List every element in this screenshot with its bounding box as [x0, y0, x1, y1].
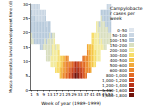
svg-text:1: 1	[30, 92, 33, 97]
svg-text:9: 9	[42, 92, 45, 97]
svg-text:10: 10	[23, 59, 29, 64]
svg-text:20: 20	[23, 30, 29, 35]
svg-text:41: 41	[90, 92, 96, 97]
svg-text:21: 21	[59, 92, 65, 97]
svg-text:25: 25	[23, 16, 29, 21]
svg-text:Week of year (1989–1999): Week of year (1989–1999)	[41, 101, 101, 106]
svg-text:33: 33	[78, 92, 84, 97]
svg-text:30: 30	[23, 2, 29, 7]
svg-text:5: 5	[36, 92, 39, 97]
svg-text:0: 0	[25, 88, 28, 93]
svg-text:17: 17	[53, 92, 59, 97]
svg-text:29: 29	[71, 92, 77, 97]
svg-text:25: 25	[65, 92, 71, 97]
svg-text:15: 15	[23, 45, 29, 50]
svg-text:37: 37	[84, 92, 90, 97]
svg-text:5: 5	[25, 73, 28, 78]
svg-text:Musca domestica larval develop: Musca domestica larval development time …	[8, 1, 13, 93]
svg-text:1,600–1,800: 1,600–1,800	[102, 93, 127, 98]
svg-text:week: week	[110, 16, 122, 21]
svg-text:13: 13	[47, 92, 53, 97]
svg-text:45: 45	[96, 92, 102, 97]
